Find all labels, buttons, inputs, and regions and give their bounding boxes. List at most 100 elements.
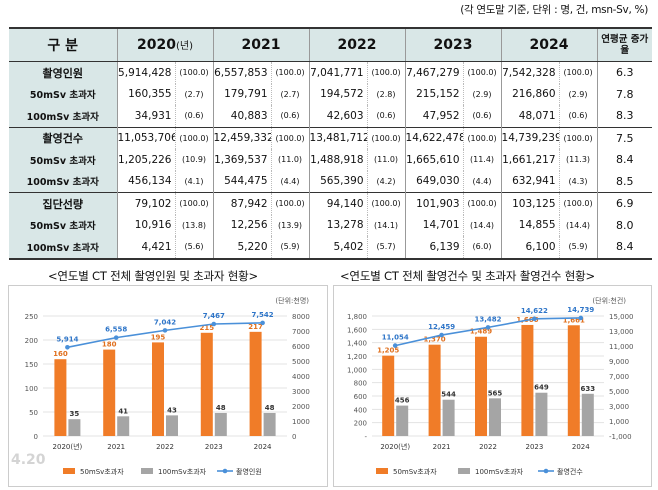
row-label: 50mSv 초과자 [9, 149, 117, 171]
y-left-tick-label: 0 [34, 433, 38, 441]
line-point [162, 328, 168, 333]
cell-value: 6,100 [500, 236, 560, 260]
y-right-tick-label: 3000 [292, 388, 310, 396]
cell-value: 14,855 [500, 214, 560, 236]
legend-swatch [63, 468, 75, 474]
legend-label: 촬영건수 [557, 467, 583, 476]
y-right-tick-label: 5000 [292, 358, 310, 366]
cell-percent: (100.0) [366, 61, 406, 84]
chart-unit-label: (단위:천건) [592, 296, 626, 305]
legend-label: 촬영인원 [236, 467, 262, 476]
x-tick-label: 2020(년) [53, 442, 83, 451]
x-tick-label: 2024 [572, 443, 590, 451]
legend-swatch [141, 468, 153, 474]
bar-50msv [152, 342, 164, 436]
legend-swatch [376, 468, 388, 474]
row-label: 촬영인원 [9, 61, 117, 84]
statistics-table: 구 분 2020(년) 2021 2022 2023 2024 연평균 증가율 … [9, 27, 653, 260]
cell-percent: (11.0) [366, 149, 406, 171]
bar-100msv [396, 405, 409, 436]
cell-percent: (100.0) [366, 126, 406, 149]
cell-percent: (4.4) [462, 170, 502, 193]
data-label-100msv: 544 [441, 391, 456, 399]
y-right-tick-label: 13,000 [609, 328, 634, 336]
table-row: 촬영건수 11,053,706 (100.0) 12,459,332 (100.0) 13… [9, 126, 653, 149]
y-left-tick-label: 1,600 [347, 326, 367, 334]
cell-percent: (0.6) [174, 105, 214, 127]
bar-100msv [535, 392, 548, 436]
line-point [578, 315, 584, 321]
y-right-tick-label: 7,000 [609, 373, 629, 381]
y-right-tick-label: 4000 [292, 373, 310, 381]
cell-percent: (100.0) [174, 126, 214, 149]
chart1-frame: 0 50 100 150 200 250 0 1000 2000 3000 4000 5000 6000… [8, 285, 328, 487]
growth-rate: 8.4 [596, 236, 653, 260]
growth-rate: 8.4 [596, 149, 653, 171]
growth-rate: 7.8 [596, 83, 653, 105]
data-label-line: 12,459 [428, 323, 455, 331]
data-label-100msv: 48 [265, 404, 275, 412]
cell-value: 94,140 [308, 192, 368, 215]
cell-value: 14,739,239 [500, 126, 560, 149]
bar-100msv [442, 399, 455, 436]
data-label-50msv: 215 [199, 324, 214, 332]
header-year-2020: 2020(년) [116, 27, 214, 62]
cell-value: 649,030 [404, 170, 464, 193]
cell-percent: (6.0) [462, 236, 502, 260]
y-right-tick-label: 5,000 [609, 388, 629, 396]
y-right-tick-label: 9,000 [609, 358, 629, 366]
cell-value: 79,102 [116, 192, 175, 215]
legend-label: 50mSv초과자 [80, 467, 124, 476]
line-point [211, 321, 217, 327]
bar-50msv [200, 332, 213, 436]
bar-50msv [249, 331, 262, 436]
chart1-svg: 0 50 100 150 200 250 0 1000 2000 3000 4000 5000 6000… [11, 296, 310, 476]
line-point [392, 343, 398, 348]
cell-percent: (11.0) [270, 149, 310, 171]
cell-value: 194,572 [308, 83, 368, 105]
cell-percent: (5.9) [558, 236, 598, 260]
x-tick-label: 2022 [156, 443, 174, 451]
header-year-2022: 2022 [308, 27, 406, 62]
cell-value: 48,071 [500, 105, 560, 127]
cell-value: 5,402 [308, 236, 368, 260]
bar-50msv [54, 359, 67, 436]
y-right-tick-label: 3,000 [609, 403, 629, 411]
y-left-tick-label: 50 [29, 409, 38, 417]
cell-value: 12,459,332 [212, 126, 272, 149]
data-label-50msv: 160 [53, 350, 68, 358]
cell-value: 47,952 [404, 105, 464, 127]
y-right-tick-label: 8000 [292, 313, 310, 321]
cell-percent: (0.6) [462, 105, 502, 127]
header-category: 구 분 [9, 27, 117, 62]
growth-rate: 6.3 [596, 61, 653, 84]
cell-value: 40,883 [212, 105, 272, 127]
cell-value: 544,475 [212, 170, 272, 193]
cell-percent: (4.2) [366, 170, 406, 193]
cell-value: 7,542,328 [500, 61, 560, 84]
table-row: 50mSv 초과자 160,355 (2.7) 179,791 (2.7) 194,572… [9, 83, 653, 105]
cell-percent: (100.0) [558, 192, 598, 215]
cell-value: 179,791 [212, 83, 272, 105]
cell-value: 14,622,478 [404, 126, 464, 149]
cell-value: 13,278 [308, 214, 368, 236]
cell-percent: (2.7) [270, 83, 310, 105]
x-tick-label: 2023 [205, 443, 223, 451]
legend-label: 50mSv초과자 [393, 467, 437, 476]
cell-percent: (100.0) [462, 126, 502, 149]
cell-percent: (2.7) [174, 83, 214, 105]
data-label-50msv: 1,370 [424, 336, 446, 344]
chart1-title: <연도별 CT 전체 촬영인원 및 초과자 현황> [48, 269, 258, 283]
data-label-line: 11,054 [382, 334, 409, 342]
y-left-tick-label: 250 [25, 313, 38, 321]
cell-percent: (4.3) [558, 170, 598, 193]
header-year-2023: 2023 [404, 27, 502, 62]
x-tick-label: 2024 [254, 443, 272, 451]
table-row: 촬영인원 5,914,428 (100.0) 6,557,853 (100.0) 7,04… [9, 61, 653, 84]
data-label-100msv: 35 [70, 410, 80, 418]
line-point [113, 335, 119, 340]
cell-percent: (4.1) [174, 170, 214, 193]
y-left-tick-label: 800 [354, 380, 367, 388]
cell-value: 10,916 [116, 214, 175, 236]
y-right-tick-label: 2000 [292, 403, 310, 411]
